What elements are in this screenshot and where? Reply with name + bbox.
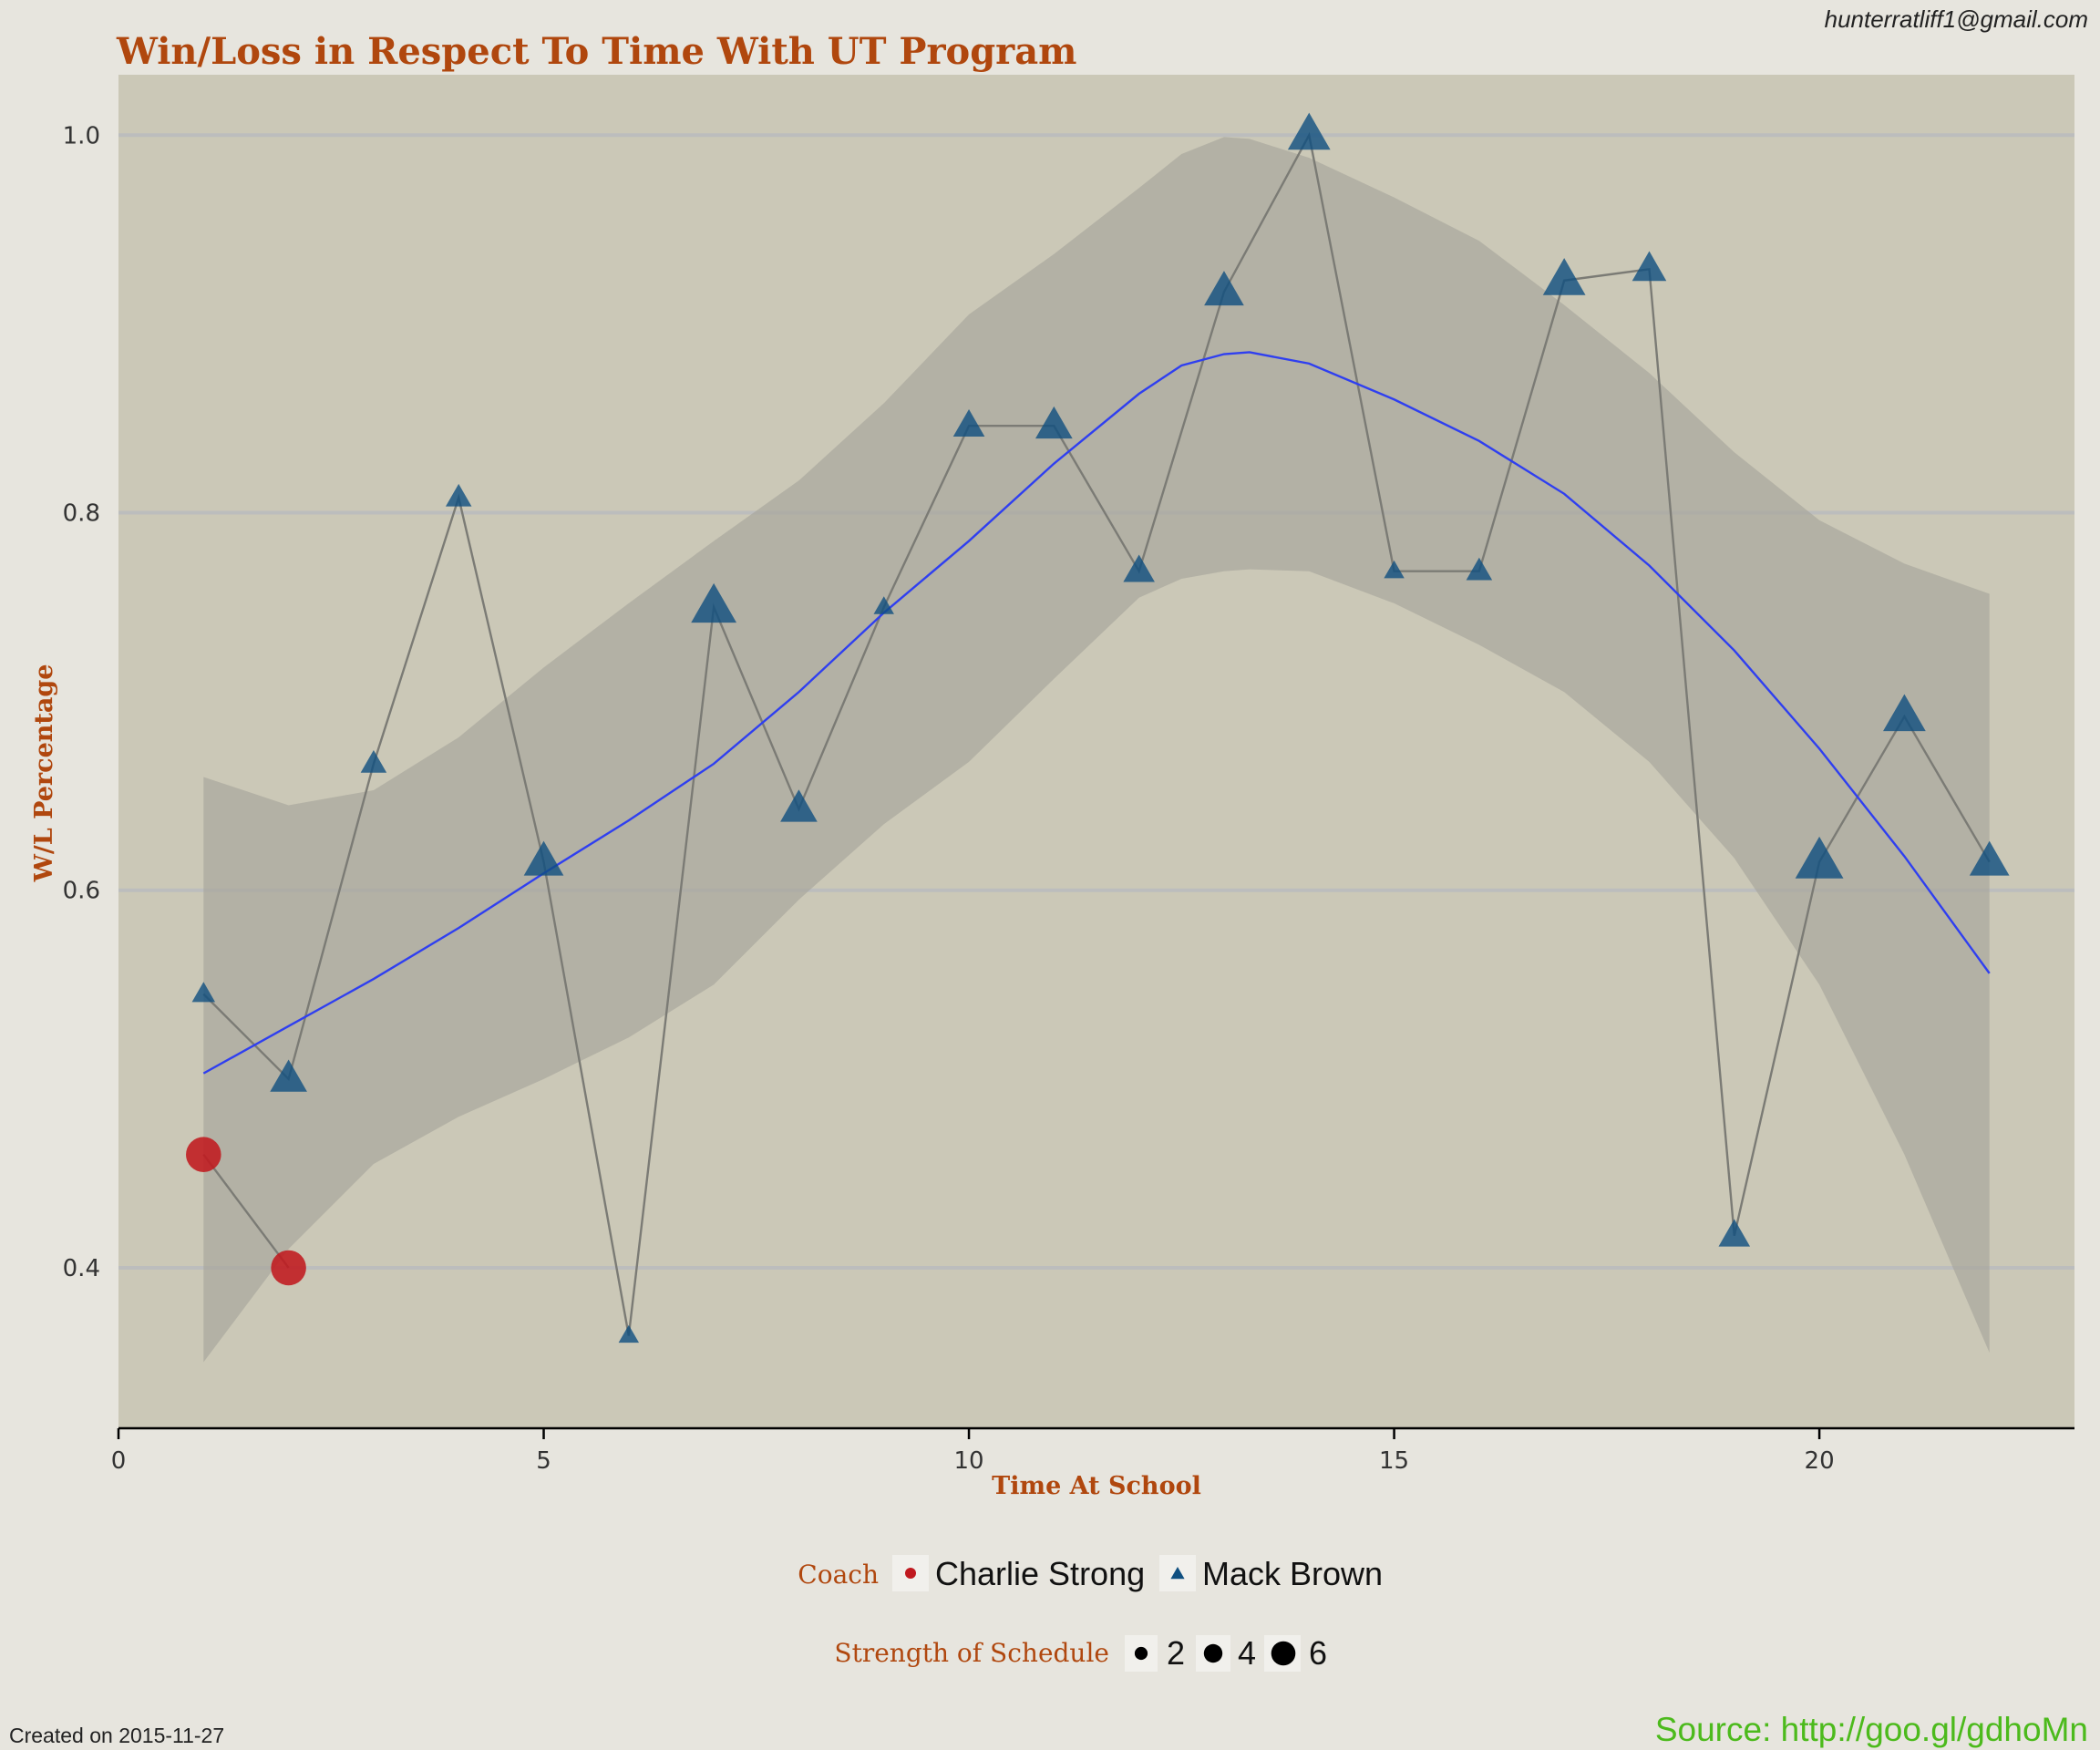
mack-brown-point [1542,258,1586,295]
connector-lines [202,131,1991,1336]
x-axis: 0 5 10 15 20 [111,1426,2074,1475]
mack-brown-point [1969,840,2010,876]
mack-brown-point [618,1324,640,1343]
y-tick-label: 0.6 [63,878,100,905]
y-axis-title: W/L Percentage [30,664,58,883]
mack-brown-point [270,1059,307,1092]
mack-brown-point [1795,836,1844,879]
mack-brown-point [1632,251,1667,282]
charlie-strong-point [186,1137,221,1172]
legend-key-mack-brown [1170,1567,1185,1580]
created-date: Created on 2015-11-27 [9,1724,224,1747]
mack-brown-point [952,409,985,438]
mack-brown-point [1883,694,1926,732]
mack-brown-point [1035,406,1073,439]
data-points [186,112,2010,1343]
x-tick-label: 0 [111,1447,127,1475]
legend-size-label-2: 2 [1167,1634,1185,1672]
charlie-strong-point [271,1250,306,1286]
y-tick-label: 0.4 [63,1255,100,1282]
x-tick-label: 15 [1379,1447,1409,1475]
mack-brown-point [1718,1219,1751,1247]
y-axis: 0.4 0.6 0.8 1.0 [63,122,100,1282]
mack-brown-point [1204,271,1244,306]
y-tick-label: 1.0 [63,122,100,149]
mack-brown-point [1384,560,1405,579]
confidence-band [203,137,1990,1363]
legend-label-mack-brown: Mack Brown [1202,1555,1383,1592]
x-tick-label: 5 [536,1447,551,1475]
legend-size-dot-6 [1271,1641,1296,1666]
mack-brown-point [691,582,737,623]
mack-brown-point [1287,112,1331,150]
legend-label-charlie-strong: Charlie Strong [935,1555,1145,1592]
legend-key-charlie-strong [905,1568,916,1579]
mack-brown-point [445,483,472,507]
chart-title: Win/Loss in Respect To Time With UT Prog… [116,30,1077,73]
legend-size-label-6: 6 [1309,1634,1327,1672]
x-axis-title: Time At School [992,1472,1201,1500]
legend-size-dot-2 [1134,1646,1148,1661]
legend-size-label-4: 4 [1238,1634,1256,1672]
mack-brown-point [360,749,387,773]
legend-size-dot-4 [1203,1643,1223,1663]
source-link[interactable]: Source: http://goo.gl/gdhoMn [1655,1711,2088,1748]
mack-brown-point [1466,557,1493,581]
mack-brown-point [873,596,894,614]
legend-size: Strength of Schedule 2 4 6 [834,1634,1327,1672]
mack-brown-point [1123,554,1155,582]
legend-size-title: Strength of Schedule [834,1638,1109,1668]
x-tick-label: 10 [953,1447,983,1475]
x-tick-label: 20 [1805,1447,1835,1475]
legend-coach-title: Coach [798,1560,879,1590]
connector-line [202,1153,290,1269]
author-email: hunterratliff1@gmail.com [1825,5,2088,33]
legend-coach: Coach Charlie Strong Mack Brown [798,1555,1383,1592]
connector-line [202,131,1991,1336]
mack-brown-point [780,789,818,822]
y-tick-label: 0.8 [63,500,100,528]
mack-brown-point [191,982,216,1003]
smooth-trend-line [202,351,1991,1075]
mack-brown-point [523,840,564,876]
